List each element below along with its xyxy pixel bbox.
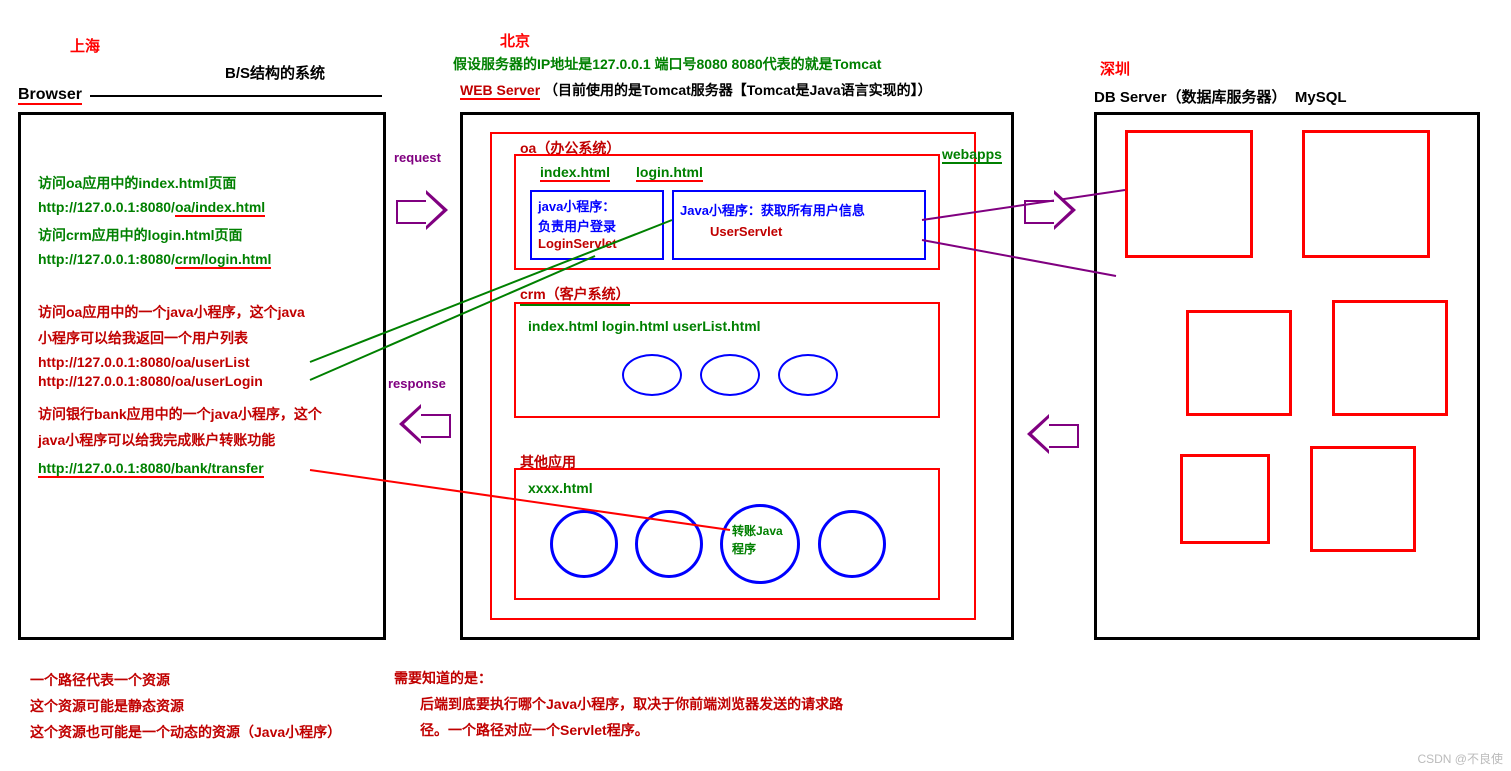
footer-b2: 后端到底要执行哪个Java小程序，取决于你前端浏览器发送的请求路 [420, 694, 843, 714]
login-servlet-l1: java小程序： [538, 196, 615, 215]
seg-oa-index: oa/index.html [175, 199, 265, 217]
db-server-label: DB Server（数据库服务器） MySQL [1094, 86, 1347, 107]
user-servlet-l1: Java小程序：获取所有用户信息 [680, 200, 865, 219]
browser-l4: http://127.0.0.1:8080/crm/login.html [38, 251, 271, 267]
crm-ellipse-1 [622, 354, 682, 396]
response-label: response [388, 376, 446, 391]
browser-l1: 访问oa应用中的index.html页面 [38, 173, 236, 193]
web-server-label: WEB Server （目前使用的是Tomcat服务器【Tomcat是Java语… [460, 80, 932, 100]
footer-a1: 一个路径代表一个资源 [30, 670, 170, 690]
oa-index: index.html [540, 164, 610, 180]
login-servlet-l3: LoginServlet [538, 236, 617, 251]
transfer-l1: 转账Java [732, 522, 783, 539]
browser-l10: java小程序可以给我完成账户转账功能 [38, 430, 275, 450]
login-servlet-l2: 负责用户登录 [538, 216, 616, 235]
db-sq-2 [1302, 130, 1430, 258]
other-circle-1 [550, 510, 618, 578]
footer-b3: 径。一个路径对应一个Servlet程序。 [420, 720, 649, 740]
browser-l11: http://127.0.0.1:8080/bank/transfer [38, 460, 264, 476]
other-circle-4 [818, 510, 886, 578]
city-shenzhen: 深圳 [1100, 58, 1130, 79]
footer-b1: 需要知道的是： [394, 668, 492, 688]
crm-title: crm（客户系统） [520, 284, 630, 306]
db-sq-5 [1180, 454, 1270, 544]
crm-ellipse-2 [700, 354, 760, 396]
browser-l6: 小程序可以给我返回一个用户列表 [38, 328, 248, 348]
city-shanghai: 上海 [70, 35, 100, 56]
arrow-from-db [1024, 414, 1079, 454]
bs-title: B/S结构的系统 [225, 62, 325, 83]
other-file: xxxx.html [528, 480, 593, 496]
footer-a3: 这个资源也可能是一个动态的资源（Java小程序） [30, 722, 341, 742]
browser-l5: 访问oa应用中的一个java小程序，这个java [38, 302, 305, 322]
server-assume: 假设服务器的IP地址是127.0.0.1 端口号8080 8080代表的就是To… [453, 54, 881, 74]
request-label: request [394, 150, 441, 165]
oa-title: oa（办公系统） [520, 138, 620, 158]
browser-l8: http://127.0.0.1:8080/oa/userLogin [38, 373, 263, 389]
db-sq-3 [1186, 310, 1292, 416]
db-sq-6 [1310, 446, 1416, 552]
transfer-l2: 程序 [732, 540, 756, 557]
browser-label: Browser [18, 86, 82, 104]
browser-l7: http://127.0.0.1:8080/oa/userList [38, 354, 250, 370]
user-servlet-l2: UserServlet [710, 224, 782, 239]
hr-left [90, 95, 382, 97]
arrow-response [396, 404, 451, 444]
browser-l2: http://127.0.0.1:8080/oa/index.html [38, 199, 265, 215]
city-beijing: 北京 [500, 30, 530, 51]
browser-l3: 访问crm应用中的login.html页面 [38, 225, 243, 245]
crm-files: index.html login.html userList.html [528, 318, 761, 334]
arrow-request [396, 190, 451, 230]
crm-ellipse-3 [778, 354, 838, 396]
footer-a2: 这个资源可能是静态资源 [30, 696, 184, 716]
watermark: CSDN @不良使 [1417, 750, 1503, 767]
other-title: 其他应用 [520, 452, 576, 472]
db-sq-4 [1332, 300, 1448, 416]
oa-login: login.html [636, 164, 703, 180]
other-circle-2 [635, 510, 703, 578]
arrow-to-db [1024, 190, 1079, 230]
webapps-label: webapps [942, 146, 1002, 164]
browser-l9: 访问银行bank应用中的一个java小程序，这个 [38, 404, 322, 424]
db-sq-1 [1125, 130, 1253, 258]
seg-crm-login: crm/login.html [175, 251, 271, 269]
